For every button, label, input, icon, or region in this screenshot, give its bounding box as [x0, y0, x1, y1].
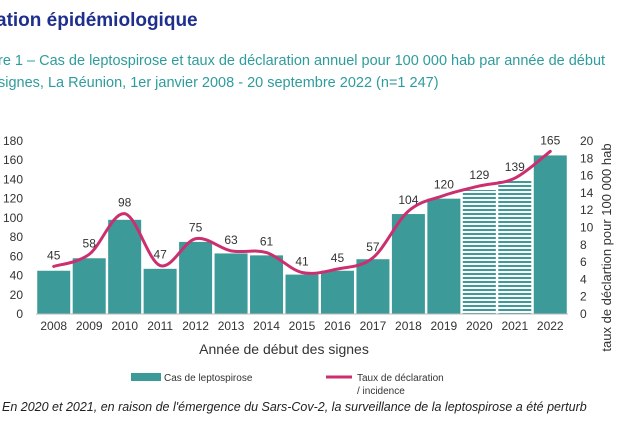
data-label: 57 [366, 240, 380, 254]
left-tick-label: 60 [10, 249, 24, 263]
bar [179, 241, 213, 314]
data-label: 139 [505, 160, 525, 174]
right-tick-label: 16 [580, 169, 594, 183]
x-tick-label: 2021 [501, 319, 528, 333]
x-tick-label: 2017 [360, 319, 387, 333]
left-tick-label: 180 [3, 134, 23, 148]
x-tick-label: 2009 [76, 319, 103, 333]
x-tick-label: 2022 [537, 319, 564, 333]
data-label: 98 [118, 196, 132, 210]
data-label: 120 [434, 177, 454, 191]
x-axis: 2008 2009 2010 2011 2012 2013 2014 2015 2016 2017… [36, 313, 568, 333]
data-label: 45 [331, 251, 345, 265]
legend-line-label-2: / incidence [357, 386, 405, 395]
data-label: 129 [469, 168, 489, 182]
x-tick-label: 2020 [466, 319, 493, 333]
data-label: 58 [83, 236, 97, 250]
bar [285, 274, 319, 314]
left-axis: 0 20 40 60 80 100 120 140 160 180 [3, 134, 23, 321]
right-tick-label: 10 [580, 221, 594, 235]
left-tick-label: 20 [10, 288, 24, 302]
left-tick-label: 80 [10, 230, 24, 244]
bar-data-labels: 45 58 98 47 75 63 61 41 45 57 104 120 129 139 165 [47, 133, 561, 268]
x-tick-label: 2018 [395, 319, 422, 333]
right-tick-label: 2 [580, 290, 587, 304]
footnote: En 2020 et 2021, en raison de l'émergenc… [2, 400, 587, 414]
right-tick-label: 6 [580, 255, 587, 269]
x-tick-label: 2019 [431, 319, 458, 333]
line-series [52, 149, 552, 275]
bar [108, 219, 142, 314]
bar-series [37, 155, 567, 314]
bar [250, 255, 284, 314]
right-axis: 0 2 4 6 8 10 12 14 16 18 20 [580, 134, 594, 321]
leptospirosis-chart: 0 20 40 60 80 100 120 140 160 180 0 2 4 6 8 10 12 14 16 18… [3, 133, 614, 395]
legend-bar-label: Cas de leptospirose [164, 373, 253, 384]
left-tick-label: 0 [16, 307, 23, 321]
bar-hatched [498, 180, 532, 314]
right-tick-label: 4 [580, 272, 587, 286]
data-label: 104 [398, 193, 418, 207]
data-label: 63 [224, 233, 238, 247]
x-tick-label: 2013 [218, 319, 245, 333]
data-label: 75 [189, 221, 203, 235]
left-tick-label: 120 [3, 192, 23, 206]
bar [214, 253, 248, 314]
right-tick-label: 0 [580, 307, 587, 321]
x-tick-label: 2011 [147, 319, 173, 333]
right-tick-label: 12 [580, 203, 594, 217]
x-tick-label: 2014 [253, 319, 280, 333]
right-tick-label: 8 [580, 238, 587, 252]
bar [143, 268, 177, 314]
data-label: 41 [295, 254, 309, 268]
bar [391, 214, 425, 314]
x-tick-label: 2012 [182, 319, 209, 333]
legend-bar-swatch [131, 373, 161, 381]
bar [72, 258, 106, 314]
right-tick-label: 14 [580, 186, 594, 200]
bar [37, 270, 71, 314]
right-axis-title: taux de déclartion pour 100 000 hab [599, 143, 614, 351]
data-label: 45 [47, 248, 61, 262]
left-tick-label: 100 [3, 211, 23, 225]
bar [533, 155, 567, 314]
right-tick-label: 18 [580, 151, 594, 165]
data-label: 61 [260, 235, 274, 249]
caption-line-2: signes, La Réunion, 1er janvier 2008 - 2… [0, 75, 439, 91]
left-tick-label: 160 [3, 153, 23, 167]
data-label: 47 [153, 248, 167, 262]
bar-hatched [462, 190, 496, 314]
legend-line-label: Taux de déclaration [357, 373, 444, 384]
section-title: ation épidémiologique [0, 10, 198, 31]
bar [427, 198, 461, 314]
left-tick-label: 140 [3, 172, 23, 186]
bar [356, 259, 390, 314]
incidence-line [52, 149, 552, 275]
x-tick-label: 2016 [324, 319, 351, 333]
bar [320, 270, 354, 314]
left-tick-label: 40 [10, 269, 24, 283]
legend: Cas de leptospirose Taux de déclaration … [131, 373, 444, 395]
x-tick-label: 2015 [289, 319, 316, 333]
x-axis-title: Année de début des signes [199, 341, 369, 357]
right-tick-label: 20 [580, 134, 594, 148]
x-tick-label: 2010 [111, 319, 138, 333]
figure-caption: re 1 – Cas de leptospirose et taux de dé… [0, 50, 640, 94]
data-label: 165 [540, 133, 560, 147]
caption-line-1: re 1 – Cas de leptospirose et taux de dé… [0, 53, 606, 69]
x-tick-label: 2008 [40, 319, 67, 333]
